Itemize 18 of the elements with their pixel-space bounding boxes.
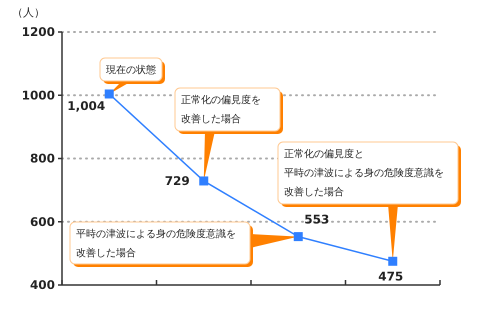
annotation: 正常化の偏見度と平時の津波による身の危険度意識を改善した場合: [284, 148, 444, 198]
y-tick-label: 800: [30, 152, 55, 166]
y-tick-label: 1200: [22, 25, 55, 39]
point: [294, 232, 303, 242]
y-tick-label: 1000: [22, 88, 55, 102]
y-tick-label: 400: [30, 278, 55, 292]
y-axis-title: （人）: [12, 6, 45, 19]
annotation: 平時の津波による身の危険度意識を改善した場合: [76, 228, 236, 259]
text: 729: [164, 174, 190, 188]
y-tick-label: 600: [30, 214, 55, 229]
text: 475: [378, 269, 404, 284]
point: [199, 176, 208, 186]
point: [104, 89, 114, 98]
text: 553: [304, 212, 330, 227]
point: [388, 256, 398, 266]
annotation: 正常化の偏見度を改善した場合: [181, 94, 261, 125]
text: 1,004: [67, 98, 106, 113]
annotation: 現在の状態: [106, 64, 156, 76]
